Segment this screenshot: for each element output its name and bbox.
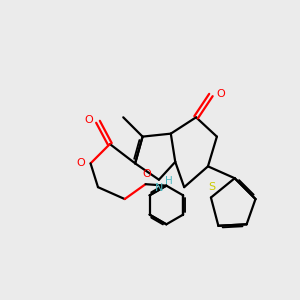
Text: O: O (216, 88, 225, 98)
Text: H: H (166, 176, 173, 186)
Text: S: S (208, 182, 215, 192)
Text: O: O (84, 115, 93, 125)
Text: O: O (143, 169, 152, 179)
Text: N: N (155, 183, 163, 193)
Text: O: O (76, 158, 85, 168)
